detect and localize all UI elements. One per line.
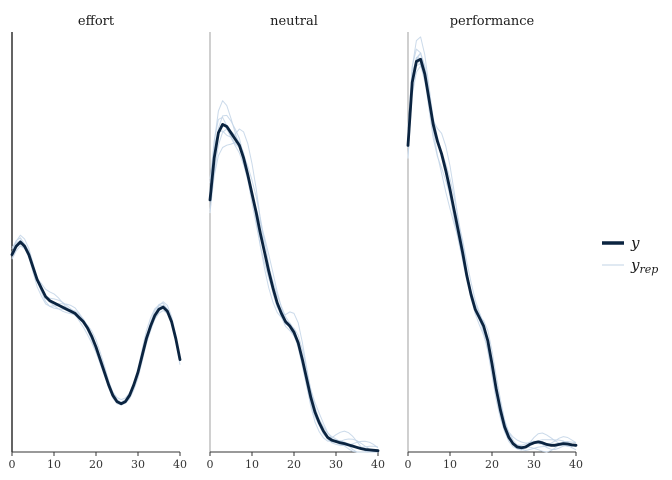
legend-yrep-subscript: rep xyxy=(639,263,658,276)
panel-title-neutral: neutral xyxy=(270,14,318,29)
x-tick-label: 20 xyxy=(89,458,103,471)
yrep-line xyxy=(11,239,181,405)
x-tick-label: 30 xyxy=(131,458,145,471)
yrep-line xyxy=(11,245,181,406)
panel-title-performance: performance xyxy=(450,14,535,29)
yrep-line xyxy=(209,124,378,451)
x-tick-label: 0 xyxy=(207,458,214,471)
panel-title-effort: effort xyxy=(78,14,115,29)
legend: y yrep xyxy=(602,234,658,276)
yrep-line xyxy=(407,59,577,451)
x-tick-label: 40 xyxy=(569,458,583,471)
yrep-line xyxy=(407,48,577,449)
yrep-line xyxy=(209,114,379,448)
yrep-line xyxy=(209,116,379,453)
x-tick-label: 20 xyxy=(287,458,301,471)
panel-performance: performance 0 10 20 30 40 xyxy=(405,14,584,471)
x-tick-label: 10 xyxy=(245,458,259,471)
y-observed-line xyxy=(406,57,578,450)
x-tick-label: 30 xyxy=(527,458,541,471)
yrep-line xyxy=(407,52,577,453)
yrep-line xyxy=(11,240,181,403)
y-observed-line xyxy=(10,240,182,406)
yrep-line xyxy=(11,241,181,404)
yrep-line xyxy=(209,100,379,449)
yrep-line xyxy=(11,241,181,406)
x-tick-label: 0 xyxy=(9,458,16,471)
yrep-line xyxy=(209,128,379,453)
x-tick-label: 10 xyxy=(47,458,61,471)
panel-neutral: neutral 0 10 20 30 40 xyxy=(207,14,386,471)
x-tick-label: 10 xyxy=(443,458,457,471)
legend-yrep-base: y xyxy=(630,256,640,274)
x-tick-label: 40 xyxy=(173,458,187,471)
x-tick-label: 20 xyxy=(485,458,499,471)
legend-yrep-label: yrep xyxy=(630,256,658,276)
x-tick-label: 30 xyxy=(329,458,343,471)
yrep-line xyxy=(209,123,379,453)
yrep-line xyxy=(209,128,379,453)
legend-y-label: y xyxy=(630,234,640,252)
yrep-line xyxy=(209,142,378,453)
yrep-line xyxy=(407,52,577,447)
yrep-line xyxy=(407,36,577,446)
yrep-line xyxy=(11,243,181,406)
y-observed-line xyxy=(208,123,380,453)
x-tick-label: 40 xyxy=(371,458,385,471)
x-tick-label: 0 xyxy=(405,458,412,471)
panel-effort: effort 0 10 20 30 40 xyxy=(9,14,188,471)
